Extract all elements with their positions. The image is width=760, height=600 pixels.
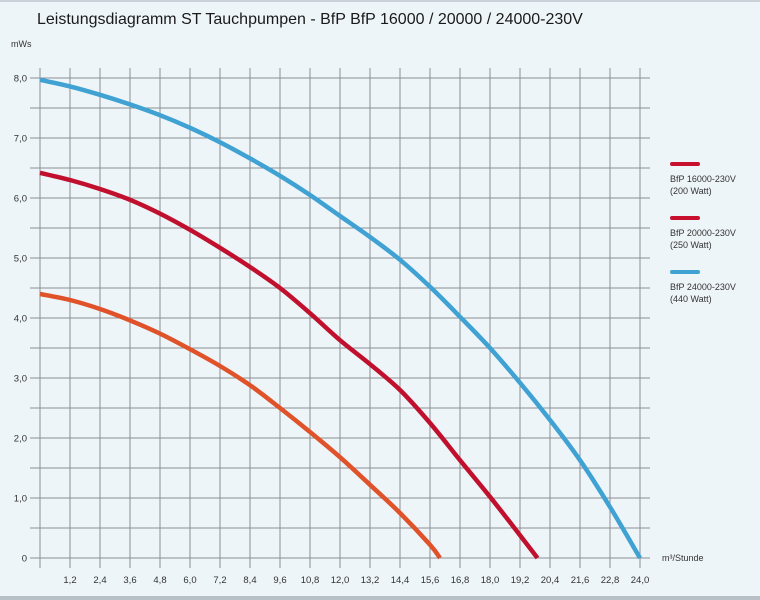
x-tick-label: 22,8 bbox=[601, 575, 620, 586]
legend-power-20000: (250 Watt) bbox=[670, 240, 712, 250]
x-tick-label: 24,0 bbox=[631, 575, 650, 586]
x-tick-label: 15,6 bbox=[421, 575, 440, 586]
x-axis-label: m³/Stunde bbox=[662, 553, 704, 563]
x-tick-label: 19,2 bbox=[511, 575, 530, 586]
legend-item-20000: BfP 20000-230V (250 Watt) bbox=[670, 216, 760, 270]
y-tick-label: 2,0 bbox=[14, 434, 27, 445]
legend-item-16000: BfP 16000-230V (200 Watt) bbox=[670, 162, 760, 216]
bottom-band bbox=[0, 596, 760, 600]
y-axis-label: mWs bbox=[11, 39, 32, 49]
y-tick-label: 6,0 bbox=[14, 194, 27, 205]
legend-power-16000: (200 Watt) bbox=[670, 186, 712, 196]
x-tick-label: 2,4 bbox=[93, 575, 106, 586]
x-tick-label: 6,0 bbox=[183, 575, 196, 586]
grid bbox=[30, 68, 650, 568]
x-tick-label: 14,4 bbox=[391, 575, 410, 586]
y-tick-label: 0 bbox=[22, 554, 27, 565]
x-tick-label: 7,2 bbox=[213, 575, 226, 586]
x-tick-label: 18,0 bbox=[481, 575, 500, 586]
x-tick-label: 12,0 bbox=[331, 575, 350, 586]
x-tick-label: 3,6 bbox=[123, 575, 136, 586]
y-tick-label: 3,0 bbox=[14, 374, 27, 385]
series-line-24000 bbox=[39, 77, 642, 560]
x-tick-label: 1,2 bbox=[63, 575, 76, 586]
x-tick-label: 10,8 bbox=[301, 575, 320, 586]
x-tick-label: 21,6 bbox=[571, 575, 590, 586]
legend-label-24000: BfP 24000-230V bbox=[670, 282, 736, 292]
legend-label-20000: BfP 20000-230V bbox=[670, 228, 736, 238]
legend-swatch-20000 bbox=[670, 216, 700, 220]
legend-swatch-16000 bbox=[670, 162, 700, 166]
legend-label-16000: BfP 16000-230V bbox=[670, 174, 736, 184]
x-tick-label: 9,6 bbox=[273, 575, 286, 586]
legend-swatch-24000 bbox=[670, 270, 700, 274]
x-tick-label: 8,4 bbox=[243, 575, 256, 586]
x-tick-label: 20,4 bbox=[541, 575, 560, 586]
x-tick-label: 13,2 bbox=[361, 575, 380, 586]
y-tick-labels: 0 1,0 2,0 3,0 4,0 5,0 6,0 7,0 8,0 bbox=[14, 74, 27, 565]
y-tick-label: 7,0 bbox=[14, 134, 27, 145]
top-border bbox=[0, 0, 760, 2]
x-tick-labels: 1,2 2,4 3,6 4,8 6,0 7,2 8,4 9,6 10,8 12,0 13,2 14,4… bbox=[63, 575, 649, 586]
chart-title: Leistungsdiagramm ST Tauchpumpen - BfP B… bbox=[37, 11, 583, 28]
legend-power-24000: (440 Watt) bbox=[670, 294, 712, 304]
y-tick-label: 5,0 bbox=[14, 254, 27, 265]
y-tick-label: 8,0 bbox=[14, 74, 27, 85]
legend: BfP 16000-230V (200 Watt) BfP 20000-230V… bbox=[670, 162, 760, 324]
y-tick-label: 4,0 bbox=[14, 314, 27, 325]
series-line-20000 bbox=[39, 170, 540, 560]
y-tick-label: 1,0 bbox=[14, 494, 27, 505]
x-tick-label: 4,8 bbox=[153, 575, 166, 586]
series-lines bbox=[39, 77, 642, 560]
legend-item-24000: BfP 24000-230V (440 Watt) bbox=[670, 270, 760, 324]
series-line-16000 bbox=[39, 291, 442, 560]
x-tick-label: 16,8 bbox=[451, 575, 470, 586]
